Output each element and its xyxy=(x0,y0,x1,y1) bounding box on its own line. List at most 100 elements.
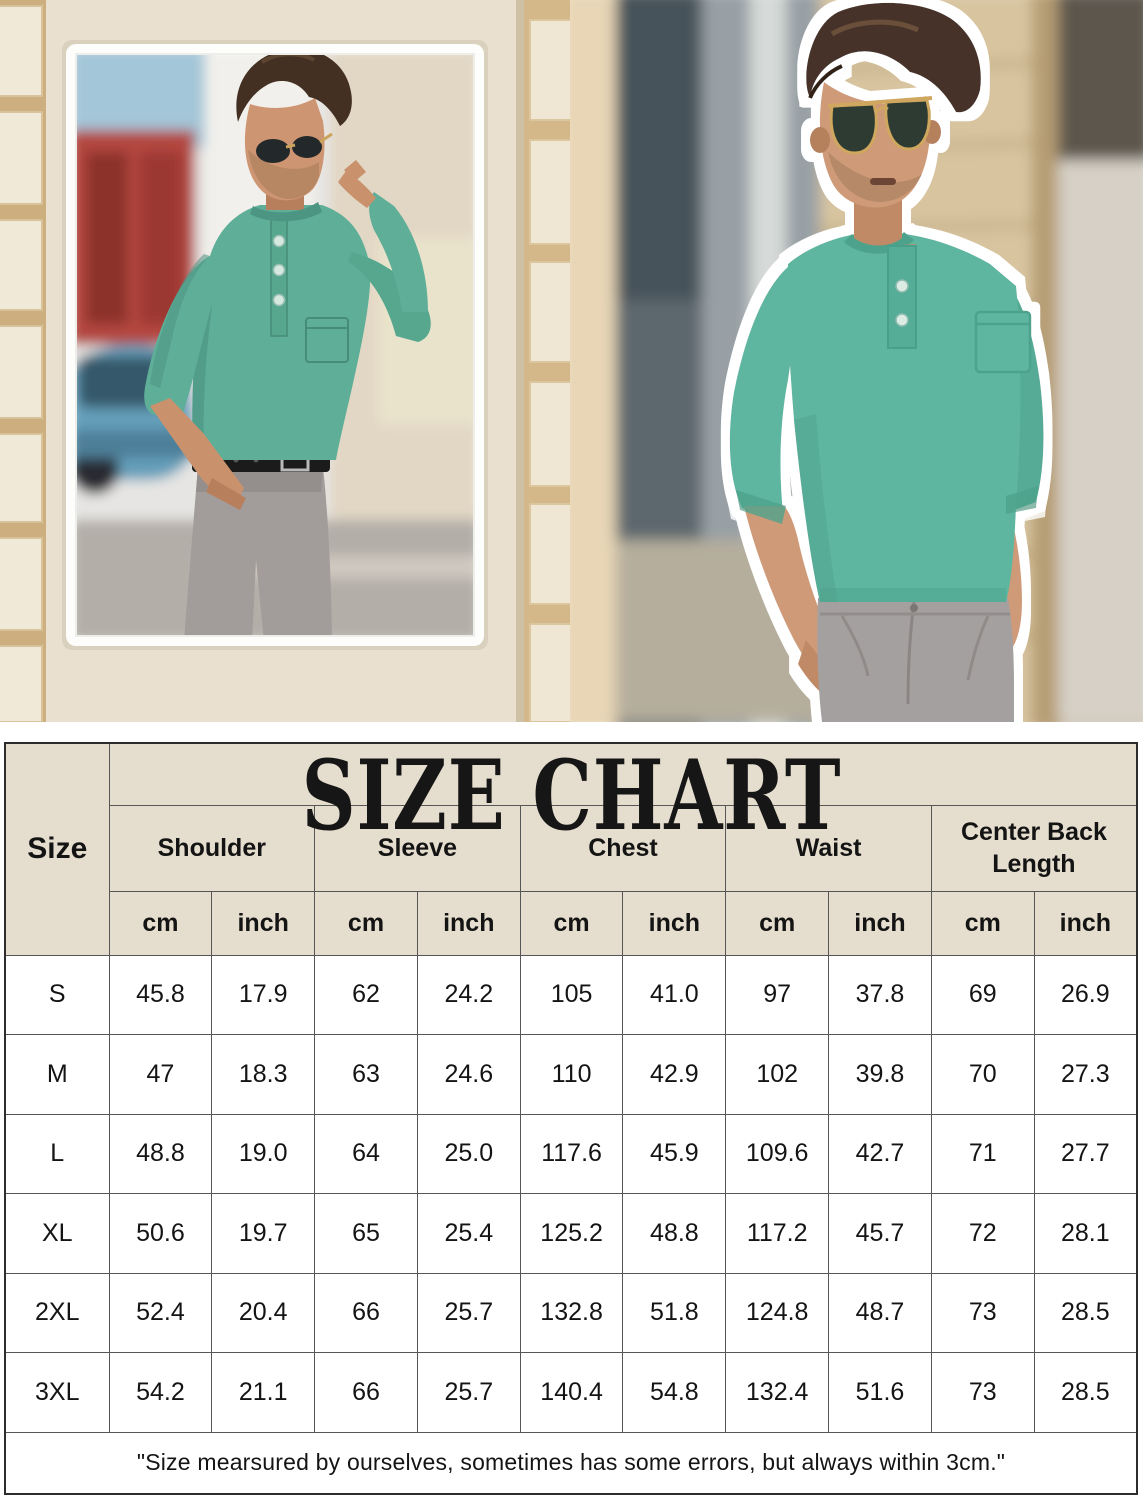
size-column-header: Size xyxy=(4,742,110,956)
unit-header: inch xyxy=(1033,890,1138,956)
size-row: M 47 18.3 63 24.6 110 42.9 102 39.8 70 27.3 xyxy=(4,1034,1138,1115)
size-label: 3XL xyxy=(4,1352,110,1433)
measurement-value: 18.3 xyxy=(211,1034,316,1115)
measurement-value: 63 xyxy=(314,1034,418,1115)
size-label: XL xyxy=(4,1193,110,1274)
size-row: L 48.8 19.0 64 25.0 117.6 45.9 109.6 42.7 71 27.7 xyxy=(4,1113,1138,1194)
measurement-value: 17.9 xyxy=(211,954,316,1035)
measurement-value: 25.4 xyxy=(416,1193,521,1274)
measurement-value: 19.0 xyxy=(211,1113,316,1194)
note-row: "Size mearsured by ourselves, sometimes … xyxy=(4,1431,1138,1495)
measurement-value: 64 xyxy=(314,1113,418,1194)
size-row: 3XL 54.2 21.1 66 25.7 140.4 54.8 132.4 51.6 73 28.… xyxy=(4,1352,1138,1433)
measurement-value: 125.2 xyxy=(519,1193,624,1274)
unit-header: cm xyxy=(725,890,830,956)
measurement-value: 28.5 xyxy=(1033,1272,1138,1353)
size-table-body: S 45.8 17.9 62 24.2 105 41.0 97 37.8 69 26.9 M 47 18.… xyxy=(4,954,1138,1433)
measurement-value: 66 xyxy=(314,1352,418,1433)
measurement-value: 69 xyxy=(930,954,1035,1035)
measurement-value: 105 xyxy=(519,954,624,1035)
col-group-header: Waist xyxy=(725,804,932,892)
measurement-value: 117.6 xyxy=(519,1113,624,1194)
measurement-value: 28.1 xyxy=(1033,1193,1138,1274)
right-photo-illustration xyxy=(570,0,1143,722)
measurement-value: 117.2 xyxy=(725,1193,830,1274)
measurement-value: 45.8 xyxy=(108,954,213,1035)
measurement-value: 19.7 xyxy=(211,1193,316,1274)
measurement-value: 50.6 xyxy=(108,1193,213,1274)
size-label: 2XL xyxy=(4,1272,110,1353)
size-label: M xyxy=(4,1034,110,1115)
measurement-value: 39.8 xyxy=(828,1034,932,1115)
measurement-value: 37.8 xyxy=(828,954,932,1035)
title-band-cell xyxy=(108,742,1138,806)
measurement-value: 54.8 xyxy=(622,1352,727,1433)
measurement-value: 21.1 xyxy=(211,1352,316,1433)
product-photo-collage xyxy=(0,0,1143,722)
measurement-value: 25.7 xyxy=(416,1272,521,1353)
unit-header: inch xyxy=(622,890,727,956)
right-model-figure xyxy=(729,2,1044,722)
measurement-value: 27.3 xyxy=(1033,1034,1138,1115)
unit-header: cm xyxy=(108,890,213,956)
measurement-value: 45.7 xyxy=(828,1193,932,1274)
measurement-value: 47 xyxy=(108,1034,213,1115)
measurement-value: 73 xyxy=(930,1352,1035,1433)
measurement-value: 124.8 xyxy=(725,1272,830,1353)
measurement-value: 28.5 xyxy=(1033,1352,1138,1433)
table-top-row: Size xyxy=(4,742,1138,956)
measurement-value: 48.8 xyxy=(108,1113,213,1194)
size-row: S 45.8 17.9 62 24.2 105 41.0 97 37.8 69 26.9 xyxy=(4,954,1138,1035)
unit-header: cm xyxy=(519,890,624,956)
measurement-value: 70 xyxy=(930,1034,1035,1115)
size-table-section: Size Shoulder Sleeve Chest Waist Center Back… xyxy=(4,742,1138,1495)
col-group-header: Shoulder xyxy=(108,804,316,892)
col-group-header: Center Back Length xyxy=(930,804,1138,892)
left-model-figure xyxy=(144,54,431,636)
measurement-value: 27.7 xyxy=(1033,1113,1138,1194)
size-chart-table: Size Shoulder Sleeve Chest Waist Center Back… xyxy=(4,742,1138,1495)
photo-left-framed xyxy=(0,0,570,722)
measurement-value: 20.4 xyxy=(211,1272,316,1353)
measurement-value: 42.7 xyxy=(828,1113,932,1194)
measurement-value: 42.9 xyxy=(622,1034,727,1115)
col-group-header: Sleeve xyxy=(314,804,521,892)
measurement-value: 24.2 xyxy=(416,954,521,1035)
size-row: 2XL 52.4 20.4 66 25.7 132.8 51.8 124.8 48.7 73 28.… xyxy=(4,1272,1138,1353)
measurement-value: 25.7 xyxy=(416,1352,521,1433)
unit-header: inch xyxy=(211,890,316,956)
unit-header: cm xyxy=(930,890,1035,956)
measurement-value: 48.7 xyxy=(828,1272,932,1353)
measurement-value: 24.6 xyxy=(416,1034,521,1115)
measurement-value: 52.4 xyxy=(108,1272,213,1353)
measurement-value: 65 xyxy=(314,1193,418,1274)
measurement-value: 41.0 xyxy=(622,954,727,1035)
measurement-value: 110 xyxy=(519,1034,624,1115)
measurement-value: 66 xyxy=(314,1272,418,1353)
measurement-value: 51.6 xyxy=(828,1352,932,1433)
measurement-value: 54.2 xyxy=(108,1352,213,1433)
unit-header: inch xyxy=(416,890,521,956)
measurement-value: 73 xyxy=(930,1272,1035,1353)
measurement-value: 26.9 xyxy=(1033,954,1138,1035)
photo-table-divider xyxy=(0,722,1143,742)
unit-header: inch xyxy=(828,890,932,956)
col-group-header: Chest xyxy=(519,804,727,892)
size-label: S xyxy=(4,954,110,1035)
size-label: L xyxy=(4,1113,110,1194)
measurement-value: 132.8 xyxy=(519,1272,624,1353)
measurement-value: 71 xyxy=(930,1113,1035,1194)
photo-right-cutout xyxy=(570,0,1143,722)
unit-header: cm xyxy=(314,890,418,956)
measurement-value: 51.8 xyxy=(622,1272,727,1353)
measurement-value: 48.8 xyxy=(622,1193,727,1274)
measurement-value: 97 xyxy=(725,954,830,1035)
size-row: XL 50.6 19.7 65 25.4 125.2 48.8 117.2 45.7 72 28.1 xyxy=(4,1193,1138,1274)
left-photo-illustration xyxy=(0,0,570,722)
measurement-groups-row: Shoulder Sleeve Chest Waist Center Back Leng… xyxy=(5,804,1138,892)
measurement-value: 25.0 xyxy=(416,1113,521,1194)
measurement-value: 62 xyxy=(314,954,418,1035)
measurement-value: 132.4 xyxy=(725,1352,830,1433)
measurement-value: 72 xyxy=(930,1193,1035,1274)
